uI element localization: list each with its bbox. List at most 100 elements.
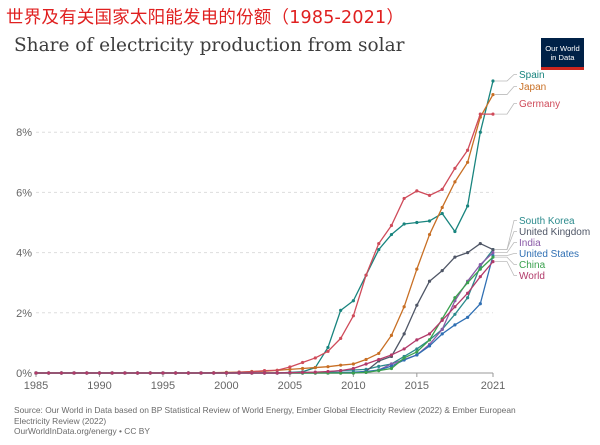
data-point [427, 193, 432, 198]
data-point [440, 269, 444, 273]
data-point [288, 371, 292, 375]
data-point [415, 303, 419, 307]
legend-label: India [519, 238, 541, 249]
data-point [478, 130, 482, 134]
data-point [351, 314, 355, 318]
data-point [453, 323, 457, 327]
data-point [453, 229, 457, 234]
y-tick-label: 8% [16, 127, 32, 139]
data-point [466, 160, 470, 164]
chart-title: Share of electricity production from sol… [14, 35, 405, 56]
data-point [427, 332, 432, 336]
data-point [377, 241, 381, 246]
data-point [478, 275, 482, 279]
data-point [110, 371, 114, 375]
legend-connector [495, 256, 517, 265]
data-point [440, 211, 444, 216]
x-tick-label: 2010 [341, 380, 365, 392]
series-line [36, 113, 493, 374]
series-line [36, 261, 494, 374]
data-point [402, 305, 406, 309]
data-point [440, 187, 444, 191]
data-point [326, 365, 330, 369]
data-point [453, 180, 457, 184]
data-point [389, 364, 394, 368]
data-point [466, 296, 470, 300]
data-point [427, 279, 432, 283]
x-tick-label: 2000 [214, 380, 238, 392]
data-point [326, 369, 330, 374]
legend-connector [495, 242, 517, 254]
data-point [427, 338, 432, 342]
y-tick-label: 6% [16, 187, 32, 199]
data-point [377, 364, 381, 368]
series-spain [34, 79, 495, 375]
data-point [123, 371, 127, 375]
data-point [339, 363, 343, 367]
data-point [300, 370, 305, 374]
series-line [36, 249, 494, 374]
legend-label: United Kingdom [519, 227, 590, 238]
line-chart: 0% 2% 4% 6% 8% 1985 1990 1995 2000 2005 2010 2015 20… [16, 70, 590, 392]
data-point [351, 299, 355, 303]
data-point [326, 345, 330, 350]
data-point [440, 318, 444, 322]
legend-label: Spain [519, 70, 545, 81]
data-point [478, 112, 482, 116]
data-point [478, 241, 482, 246]
data-point [415, 267, 419, 271]
data-point [466, 148, 470, 152]
data-point [237, 371, 241, 375]
data-point [466, 315, 470, 319]
data-point [402, 356, 406, 360]
data-point [364, 370, 368, 374]
data-point [427, 232, 432, 237]
data-point [313, 365, 317, 370]
x-tick-label: 2005 [278, 380, 302, 392]
data-point [339, 368, 343, 373]
data-point [466, 251, 470, 255]
data-point [72, 371, 76, 375]
data-point [212, 371, 216, 375]
banner-title: 世界及有关国家太阳能发电的份额（1985-2021） [6, 8, 405, 28]
data-point [491, 251, 495, 255]
data-point [478, 267, 482, 271]
data-point [453, 296, 457, 300]
data-point [351, 371, 355, 375]
data-point [47, 371, 51, 375]
series-line [36, 256, 494, 374]
data-point [377, 357, 381, 362]
legend-connector [495, 261, 517, 276]
data-point [300, 366, 305, 371]
data-point [288, 367, 292, 371]
data-point [466, 204, 470, 208]
legend-connector [495, 231, 517, 250]
data-point [262, 371, 267, 375]
legend-connector [495, 220, 517, 250]
data-point [415, 338, 419, 342]
data-point [440, 332, 444, 336]
series-line [36, 242, 494, 374]
data-point [402, 332, 406, 336]
data-point [440, 327, 444, 331]
series-united-states [34, 254, 495, 375]
data-point [161, 371, 165, 375]
owid-logo[interactable]: Our World in Data [541, 38, 584, 70]
data-point [351, 362, 355, 366]
data-point [491, 92, 495, 97]
data-point [415, 347, 419, 351]
x-tick-label: 1985 [24, 380, 48, 392]
data-point [224, 371, 229, 375]
data-point [453, 305, 457, 309]
data-point [339, 336, 343, 340]
legend-connector [495, 103, 517, 115]
series-japan [34, 92, 495, 375]
data-point [364, 357, 368, 362]
series-line [36, 255, 494, 374]
data-point [440, 205, 444, 210]
data-point [389, 333, 394, 337]
data-point [339, 308, 343, 312]
data-point [377, 351, 381, 356]
data-point [148, 371, 152, 375]
x-tick-label: 1995 [151, 380, 175, 392]
